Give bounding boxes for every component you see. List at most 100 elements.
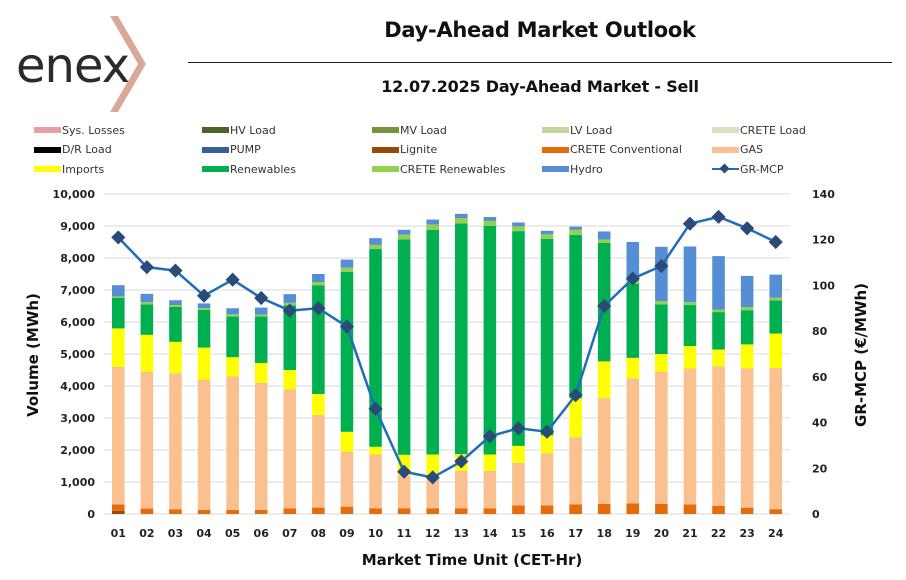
bar-segment-gas — [169, 373, 182, 510]
x-tick-label: 14 — [482, 527, 498, 540]
bar-stack-06 — [254, 307, 268, 514]
bar-segment-crete-renewables — [369, 244, 382, 250]
legend-label: Lignite — [400, 143, 438, 156]
legend-swatch — [542, 146, 569, 153]
x-tick-label: 05 — [225, 527, 240, 540]
x-tick-label: 12 — [425, 527, 440, 540]
bar-segment-gas — [626, 378, 640, 504]
legend-item-crete-load: CRETE Load — [712, 121, 806, 139]
bar-segment-crete-conventional — [540, 505, 554, 514]
mcp-point — [625, 271, 640, 286]
mcp-point — [196, 288, 212, 303]
bar-segment-crete-conventional — [254, 509, 268, 514]
enex-logo: enex — [16, 16, 146, 112]
bar-segment-gas — [740, 368, 754, 508]
bar-segment-gas — [512, 462, 525, 506]
x-tick-label: 23 — [739, 527, 754, 540]
legend-label: CRETE Conventional — [570, 143, 682, 156]
bar-segment-crete-renewables — [455, 218, 468, 224]
bar-segment-hydro — [254, 307, 268, 315]
legend-item-lv-load: LV Load — [542, 121, 612, 139]
bar-segment-hydro — [712, 256, 725, 310]
logo-text: enex — [16, 38, 129, 94]
bar-segment-crete-renewables — [569, 229, 582, 235]
bar-segment-crete-conventional — [769, 509, 782, 514]
bar-segment-crete-renewables — [769, 297, 782, 301]
bar-segment-gas — [283, 389, 297, 509]
bar-segment-gas — [226, 376, 239, 510]
mcp-point — [740, 221, 755, 236]
legend-swatch — [712, 127, 739, 133]
bar-segment-crete-renewables — [740, 307, 754, 311]
bar-segment-crete-renewables — [540, 234, 554, 239]
bar-segment-crete-renewables — [112, 296, 125, 298]
x-tick-label: 01 — [111, 527, 126, 540]
x-tick-label: 22 — [711, 527, 726, 540]
bar-stack-09 — [340, 259, 354, 514]
y2-tick-label: 80 — [812, 325, 828, 338]
bar-segment-imports — [512, 445, 525, 463]
bar-segment-gas — [254, 382, 268, 510]
bar-segment-crete-conventional — [483, 508, 497, 514]
bar-segment-crete-conventional — [140, 508, 154, 514]
bar-segment-hydro — [197, 303, 211, 309]
mcp-point — [225, 272, 240, 287]
bar-stack-15 — [512, 222, 525, 514]
legend-swatch — [372, 166, 399, 172]
bar-segment-imports — [169, 341, 182, 374]
mcp-point — [311, 301, 326, 316]
bar-segment-gas — [597, 398, 611, 504]
bar-segment-crete-conventional — [512, 505, 525, 514]
bar-segment-renewables — [569, 234, 582, 399]
bar-stack-20 — [655, 246, 668, 514]
y2-tick-label: 100 — [812, 279, 835, 292]
bar-segment-crete-conventional — [340, 506, 354, 514]
bar-segment-gas — [483, 470, 497, 509]
bar-segment-crete-renewables — [226, 314, 239, 317]
bar-segment-imports — [655, 354, 668, 372]
bar-segment-gas — [769, 368, 782, 510]
x-axis-ticks: 01 02 03 04 05 06 07 08 09 10 11 12 13 14 15 16 17 18 19 20… — [111, 527, 784, 540]
x-tick-label: 19 — [625, 527, 640, 540]
bar-segment-gas — [569, 437, 582, 505]
legend-label: Hydro — [570, 162, 603, 176]
mcp-point — [425, 470, 440, 485]
bar-segment-imports — [769, 333, 782, 369]
bar-segment-imports — [340, 431, 354, 452]
legend-item-mv-load: MV Load — [372, 121, 447, 139]
bar-stack-07 — [283, 294, 297, 514]
bar-segment-imports — [254, 362, 268, 383]
legend-swatch — [34, 146, 61, 153]
bar-stack-10 — [369, 238, 382, 514]
bar-stack-03 — [169, 300, 182, 514]
mcp-point — [168, 263, 183, 278]
bar-segment-imports — [569, 398, 582, 438]
y2-tick-label: 60 — [812, 371, 828, 384]
bar-segment-imports — [197, 347, 211, 380]
mcp-line — [111, 209, 783, 485]
bar-segment-gas — [712, 366, 725, 506]
legend-swatch — [202, 127, 229, 133]
bar-stack-05 — [226, 308, 239, 514]
bar-segment-hydro — [426, 219, 439, 225]
y2-tick-label: 40 — [812, 417, 828, 430]
legend-item-renewables: Renewables — [202, 160, 296, 178]
x-tick-label: 10 — [368, 527, 384, 540]
bar-segment-imports — [683, 346, 697, 369]
x-tick-label: 18 — [597, 527, 612, 540]
bar-segment-crete-renewables — [597, 239, 611, 243]
x-tick-label: 02 — [139, 527, 154, 540]
legend-item-gas: GAS — [712, 141, 763, 159]
legend-swatch — [202, 146, 229, 153]
mcp-point — [539, 424, 555, 439]
bar-segment-hydro — [283, 294, 297, 303]
bar-segment-hydro — [512, 222, 525, 227]
bar-stack-17 — [569, 226, 582, 514]
legend-label: Imports — [62, 162, 105, 176]
bar-segment-crete-renewables — [655, 301, 668, 305]
y-tick-label: 2,000 — [60, 444, 95, 457]
bar-segment-crete-conventional — [597, 503, 611, 514]
legend-swatch — [712, 163, 739, 175]
bar-segment-crete-conventional — [455, 508, 468, 514]
bar-segment-crete-conventional — [369, 508, 382, 514]
